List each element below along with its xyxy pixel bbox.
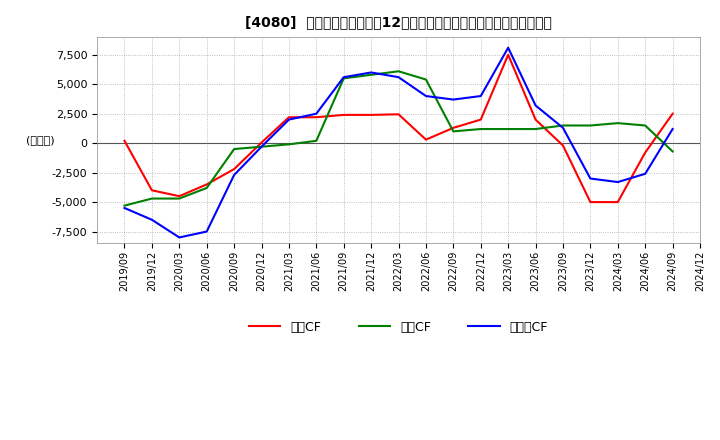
フリーCF [312,111,320,116]
投資CF [366,72,375,77]
フリーCF [339,74,348,80]
営業CF [395,112,403,117]
投資CF [257,144,266,149]
営業CF [668,111,677,116]
営業CF [449,125,458,131]
投資CF [148,196,156,201]
投資CF [613,121,622,126]
投資CF [504,126,513,132]
フリーCF [395,74,403,80]
投資CF [641,123,649,128]
営業CF [559,143,567,148]
営業CF [339,112,348,117]
Line: 営業CF: 営業CF [125,55,672,202]
営業CF [312,114,320,120]
フリーCF [477,93,485,99]
営業CF [175,194,184,199]
投資CF [284,142,293,147]
フリーCF [668,126,677,132]
営業CF [504,52,513,58]
営業CF [531,117,540,122]
フリーCF [613,180,622,185]
投資CF [559,123,567,128]
営業CF [422,137,431,142]
投資CF [449,129,458,134]
Line: フリーCF: フリーCF [125,48,672,238]
Line: 投資CF: 投資CF [125,71,672,205]
投資CF [668,149,677,154]
フリーCF [531,103,540,108]
投資CF [395,69,403,74]
フリーCF [366,70,375,75]
フリーCF [641,171,649,176]
営業CF [477,117,485,122]
Y-axis label: (百万円): (百万円) [26,135,55,145]
投資CF [339,76,348,81]
営業CF [148,188,156,193]
フリーCF [230,172,238,178]
営業CF [586,199,595,205]
フリーCF [284,117,293,122]
フリーCF [175,235,184,240]
投資CF [586,123,595,128]
投資CF [202,185,211,191]
フリーCF [422,93,431,99]
投資CF [422,77,431,82]
フリーCF [504,45,513,50]
営業CF [120,138,129,143]
営業CF [613,199,622,205]
フリーCF [202,229,211,234]
投資CF [531,126,540,132]
投資CF [175,196,184,201]
営業CF [257,140,266,145]
営業CF [230,166,238,172]
投資CF [120,203,129,208]
営業CF [284,114,293,120]
Title: [4080]  キャッシュフローの12か月移動合計の対前年同期増減額の推移: [4080] キャッシュフローの12か月移動合計の対前年同期増減額の推移 [245,15,552,29]
営業CF [641,150,649,155]
営業CF [202,182,211,187]
営業CF [366,112,375,117]
Legend: 営業CF, 投資CF, フリーCF: 営業CF, 投資CF, フリーCF [244,315,553,338]
フリーCF [148,217,156,222]
投資CF [312,138,320,143]
投資CF [230,147,238,152]
フリーCF [586,176,595,181]
フリーCF [257,144,266,149]
フリーCF [449,97,458,102]
フリーCF [559,125,567,131]
フリーCF [120,205,129,211]
投資CF [477,126,485,132]
